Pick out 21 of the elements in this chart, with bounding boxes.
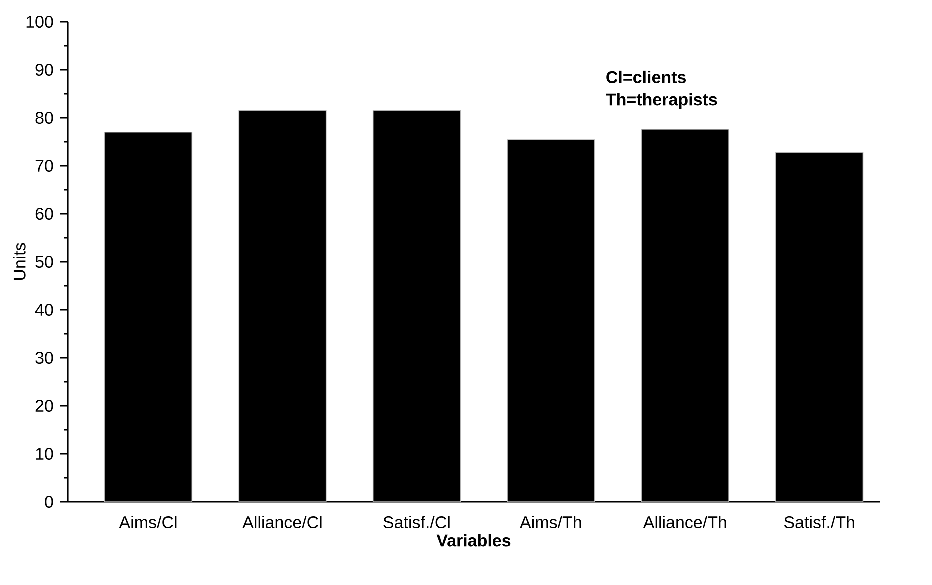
y-tick-label: 0: [45, 496, 54, 508]
x-tick-label: Satisf./Cl: [384, 516, 450, 529]
y-tick-label: 70: [36, 160, 54, 172]
x-tick-label: Satisf./Th: [784, 516, 854, 529]
y-tick-label: 90: [36, 64, 54, 76]
x-tick-label: Alliance/Th: [643, 516, 726, 529]
y-tick-label: 40: [35, 304, 54, 316]
y-tick-label: 10: [36, 448, 54, 460]
x-tick-label: Aims/Th: [520, 516, 582, 529]
x-tick-label: Alliance/Cl: [242, 516, 322, 529]
y-axis-title: Units: [13, 243, 26, 280]
annotation: Cl=clients: [606, 70, 686, 84]
y-tick-label: 20: [36, 400, 54, 412]
x-tick-label: Aims/Cl: [119, 516, 177, 529]
y-tick-label: 100: [26, 16, 54, 28]
y-tick-label: 50: [36, 256, 54, 268]
x-axis-title: Variables: [436, 534, 511, 547]
y-tick-label: 30: [36, 352, 54, 364]
y-tick-label: 80: [36, 112, 54, 124]
annotation: Th=therapists: [606, 93, 718, 110]
y-tick-label: 60: [36, 208, 54, 220]
